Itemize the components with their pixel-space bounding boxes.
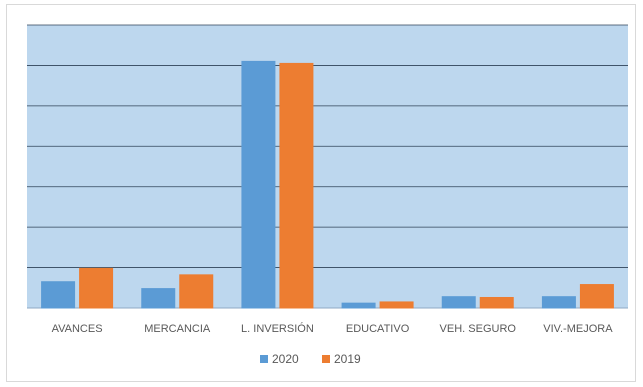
bar-2019-4 xyxy=(479,296,514,309)
bar-2019-2 xyxy=(279,62,314,309)
legend-label-2020: 2020 xyxy=(272,352,299,366)
bar-2020-5 xyxy=(541,296,576,309)
x-tick-label: AVANCES xyxy=(52,323,103,335)
x-tick-label: MERCANCIA xyxy=(144,323,211,335)
legend: 2020 2019 xyxy=(260,352,361,366)
x-tick-label: VIV.-MEJORA xyxy=(543,323,613,335)
x-tick-label: VEH. SEGURO xyxy=(440,323,517,335)
bar-2020-2 xyxy=(241,60,276,309)
bar-2019-5 xyxy=(579,284,614,309)
bar-chart: AVANCES MERCANCIA L. INVERSIÓN EDUCATIVO VEH… xyxy=(27,24,628,366)
x-tick-label: L. INVERSIÓN xyxy=(241,322,314,335)
bar-2019-1 xyxy=(179,274,214,309)
bar-2020-1 xyxy=(141,288,176,309)
bar-2020-3 xyxy=(341,302,376,309)
bar-2019-3 xyxy=(379,301,414,309)
plot-area xyxy=(27,25,628,308)
bar-2020-0 xyxy=(41,281,76,309)
bar-2019-0 xyxy=(79,267,114,309)
legend-label-2019: 2019 xyxy=(334,352,361,366)
bar-2020-4 xyxy=(441,296,476,309)
legend-swatch-2020 xyxy=(260,355,268,363)
legend-swatch-2019 xyxy=(322,355,330,363)
x-tick-label: EDUCATIVO xyxy=(346,323,410,335)
chart-frame: AVANCES MERCANCIA L. INVERSIÓN EDUCATIVO VEH… xyxy=(6,4,636,382)
